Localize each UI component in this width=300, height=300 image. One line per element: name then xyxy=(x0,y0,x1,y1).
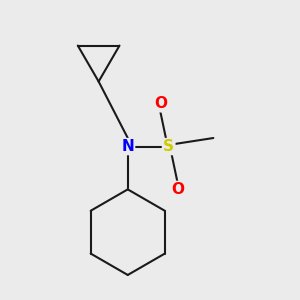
Text: O: O xyxy=(171,182,184,197)
Text: O: O xyxy=(154,96,167,111)
Text: S: S xyxy=(163,139,174,154)
Text: N: N xyxy=(122,139,134,154)
